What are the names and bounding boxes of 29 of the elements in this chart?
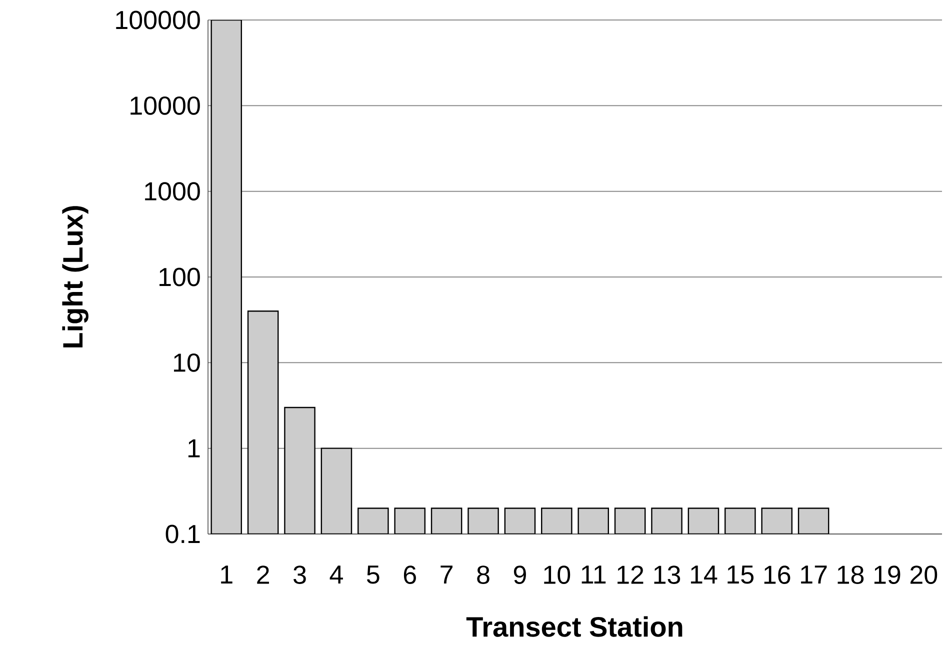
y-tick-label: 100000 — [116, 10, 200, 30]
x-tick-label: 15 — [728, 566, 754, 584]
x-tick-label: 17 — [801, 566, 827, 584]
x-tick-label: 7 — [440, 566, 452, 584]
x-tick-label: 11 — [582, 566, 606, 584]
y-tick-label: 10000 — [130, 96, 200, 115]
y-tick-label: 100 — [160, 268, 200, 286]
y-tick-label: 1000 — [145, 182, 200, 201]
x-tick-label: 5 — [366, 566, 380, 584]
y-tick-label: 10 — [174, 353, 200, 372]
x-tick-label: 19 — [874, 566, 900, 584]
x-tick-label: 12 — [618, 566, 644, 584]
x-tick-label: 16 — [764, 566, 790, 584]
x-tick-label: 18 — [838, 566, 864, 584]
x-tick-label: 6 — [404, 566, 416, 584]
x-tick-label: 8 — [477, 566, 490, 584]
x-tick-label: 1 — [221, 566, 232, 584]
x-tick-label: 10 — [544, 566, 570, 584]
y-axis-title: Light (Lux) — [62, 206, 88, 348]
x-tick-label: 13 — [654, 566, 680, 584]
y-tick-label: 0.1 — [166, 524, 200, 544]
x-axis-title: Transect Station — [466, 616, 682, 637]
x-tick-label: 9 — [514, 566, 526, 584]
x-tick-label: 4 — [330, 566, 343, 584]
x-tick-label: 3 — [294, 566, 306, 584]
x-tick-label: 2 — [257, 566, 269, 584]
x-tick-label: 20 — [910, 566, 938, 584]
x-tick-label: 14 — [690, 566, 718, 584]
y-tick-label: 1 — [188, 439, 200, 458]
